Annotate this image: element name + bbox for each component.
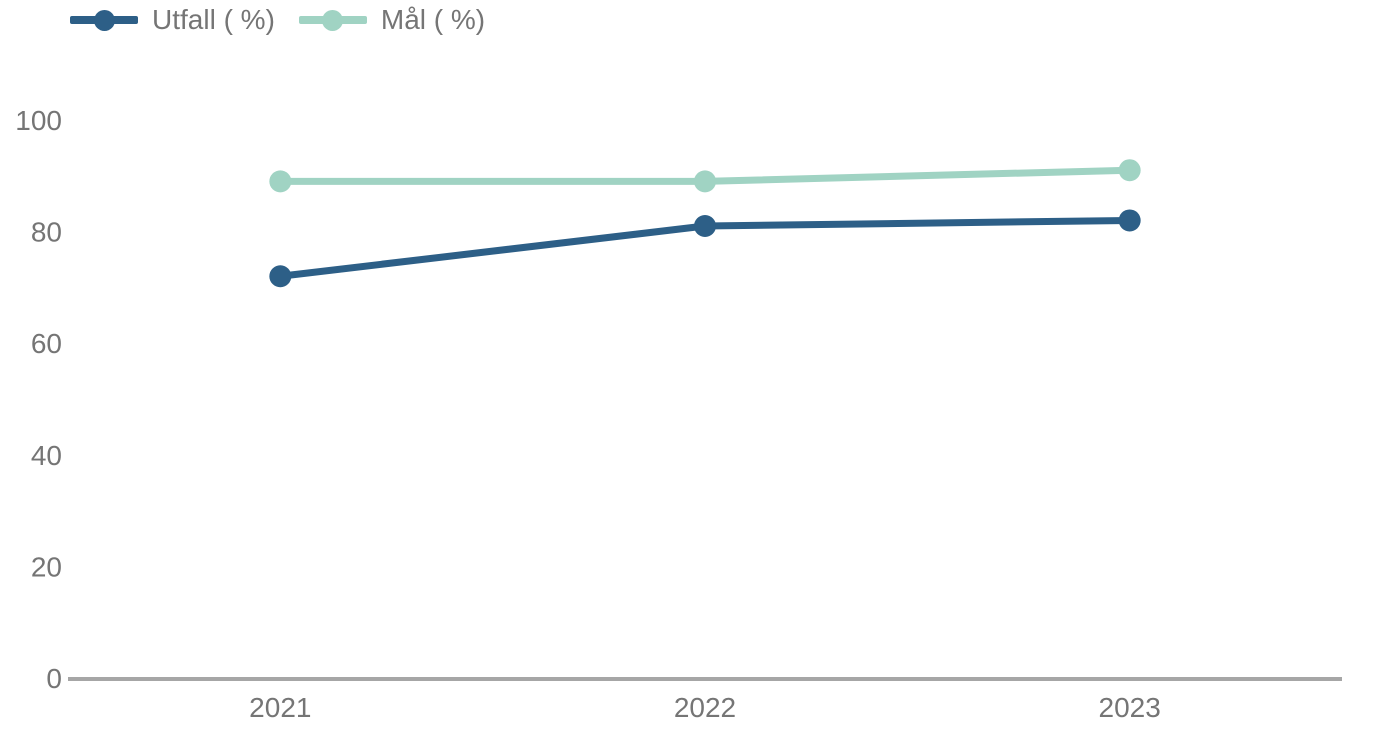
legend-label: Utfall ( %)	[152, 4, 275, 35]
data-point-utfall-2023	[1118, 209, 1141, 232]
y-tick-label: 80	[31, 217, 62, 248]
x-tick-label: 2023	[1099, 692, 1161, 723]
data-point-utfall-2021	[269, 265, 292, 288]
y-tick-label: 40	[31, 440, 62, 471]
x-tick-label: 2022	[674, 692, 736, 723]
data-point-mal-2023	[1118, 159, 1141, 182]
legend-label: Mål ( %)	[380, 4, 486, 35]
x-tick-label: 2021	[249, 692, 311, 723]
line-marker-icon	[298, 8, 367, 32]
data-point-utfall-2022	[694, 215, 716, 238]
chart-legend: Utfall ( %) Mål ( %)	[70, 6, 485, 34]
data-point-mal-2022	[694, 170, 716, 193]
legend-item-mal[interactable]: Mål ( %)	[298, 4, 486, 35]
legend-item-utfall[interactable]: Utfall ( %)	[70, 6, 275, 34]
y-tick-label: 60	[31, 328, 62, 359]
y-tick-label: 20	[31, 551, 62, 582]
line-marker-icon	[70, 8, 138, 32]
y-tick-label: 100	[15, 105, 62, 136]
data-point-mal-2021	[269, 170, 292, 193]
y-tick-label: 0	[46, 663, 62, 694]
